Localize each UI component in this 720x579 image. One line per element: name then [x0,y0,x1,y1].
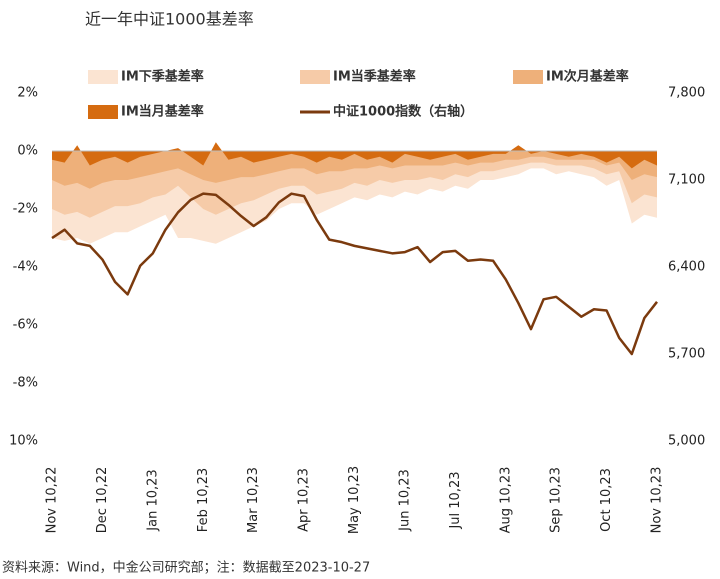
x-tick-label: Oct 10,23 [599,468,614,532]
x-tick-label: Mar 10,23 [246,467,261,533]
legend-swatch [513,70,543,84]
x-tick-label: Jun 10,23 [397,469,412,532]
y-tick-label: 0% [17,144,38,159]
index-line [51,192,658,356]
x-tick-label: Apr 10,23 [297,468,312,532]
x-tick-label: Feb 10,23 [196,468,211,532]
y-tick-label: -2% [13,202,38,217]
y2-tick-label: 5,000 [668,434,705,449]
source-note: 资料来源：Wind，中金公司研究部；注：数据截至2023-10-27 [2,560,370,576]
legend-label: IM当月基差率 [121,104,204,120]
x-tick-label: Aug 10,23 [498,467,513,534]
legend-swatch [88,105,118,119]
y-tick-label: 10% [9,434,38,449]
legend-label: IM次月基差率 [546,69,629,85]
y-tick-label: -6% [13,318,38,333]
area [52,142,657,169]
x-tick-label: May 10,23 [347,466,362,534]
legend-label: IM下季基差率 [121,69,204,85]
y2-tick-label: 5,700 [668,347,705,362]
chart-title: 近一年中证1000基差率 [85,10,254,29]
x-tick-label: Nov 10,23 [650,467,665,534]
y2-tick-label: 7,800 [668,86,705,101]
legend-label: IM当季基差率 [333,69,416,85]
x-tick-label: Sep 10,23 [549,467,564,533]
x-tick-label: Nov 10,22 [45,467,60,534]
x-tick-label: Jul 10,23 [448,471,463,529]
y-tick-label: -8% [13,376,38,391]
x-tick-label: Dec 10,22 [95,467,110,534]
legend-swatch [300,70,330,84]
legend-label: 中证1000指数（右轴） [333,104,473,120]
y2-tick-label: 7,100 [668,173,705,188]
y-tick-label: 2% [17,86,38,101]
legend-swatch [88,70,118,84]
x-tick-label: Jan 10,23 [145,469,160,531]
y2-tick-label: 6,400 [668,260,705,275]
y-tick-label: -4% [13,260,38,275]
